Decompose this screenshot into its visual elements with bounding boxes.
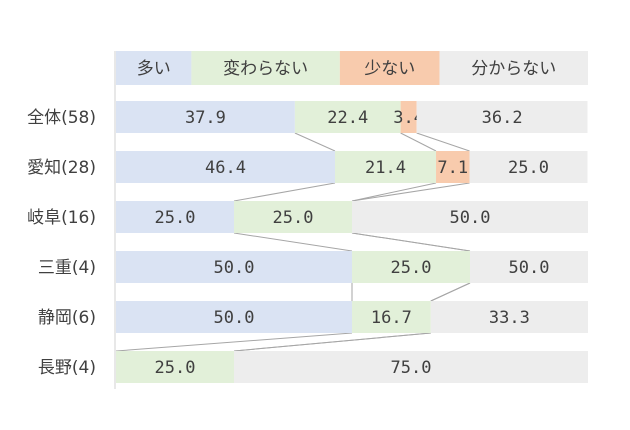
bar-segment — [234, 351, 588, 383]
category-label: 三重(4) — [38, 258, 96, 278]
bar-segment — [116, 101, 295, 133]
series-line — [416, 132, 470, 152]
data-label: 50.0 — [450, 208, 491, 228]
data-label: 22.4 — [327, 108, 368, 128]
bar-segment — [400, 101, 417, 133]
legend-label-1: 変わらない — [223, 59, 308, 79]
series-line — [233, 332, 431, 352]
series-line — [430, 282, 471, 302]
bar-segment — [352, 201, 588, 233]
series-line — [400, 132, 437, 152]
category-label: 愛知(28) — [27, 158, 96, 178]
category-label: 長野(4) — [38, 358, 96, 378]
category-axis: 全体(58) 愛知(28) 岐阜(16) 三重(4) 静岡(6) 長野(4) — [27, 51, 116, 389]
data-label: 36.2 — [482, 108, 523, 128]
series-line — [294, 132, 336, 152]
legend-swatch-0 — [116, 51, 192, 85]
data-label: 25.0 — [391, 258, 432, 278]
data-label: 33.3 — [489, 308, 530, 328]
bar-segment — [416, 101, 588, 133]
legend-label-3: 分からない — [471, 59, 556, 79]
data-label: 3.4 — [393, 108, 424, 128]
bar-segment — [116, 201, 234, 233]
series-lines — [115, 132, 471, 352]
data-label: 25.0 — [155, 208, 196, 228]
series-line — [115, 332, 353, 352]
bar-segment — [470, 251, 588, 283]
bars: 37.9 22.4 3.4 36.2 46.4 21.4 7.1 25.0 25.0 25.0 50… — [116, 101, 588, 383]
data-label: 50.0 — [509, 258, 550, 278]
category-label: 静岡(6) — [38, 308, 96, 328]
legend-swatch-3 — [439, 51, 588, 85]
bar-segment — [116, 301, 352, 333]
series-line — [351, 232, 471, 252]
legend: 多い 変わらない 少ない 分からない — [116, 51, 588, 85]
data-label: 75.0 — [391, 358, 432, 378]
series-line — [351, 182, 437, 202]
bar-segment — [116, 351, 234, 383]
bar-segment — [352, 301, 431, 333]
bar-segment — [469, 151, 588, 183]
data-label: 7.1 — [437, 158, 468, 178]
data-label: 37.9 — [185, 108, 226, 128]
data-label: 25.0 — [273, 208, 314, 228]
series-line — [233, 232, 353, 252]
data-label: 46.4 — [205, 158, 246, 178]
bar-segment — [116, 251, 352, 283]
data-label: 16.7 — [371, 308, 412, 328]
data-label: 25.0 — [508, 158, 549, 178]
legend-label-0: 多い — [137, 59, 171, 79]
legend-label-2: 少ない — [364, 59, 415, 79]
data-label: 50.0 — [214, 258, 255, 278]
data-label: 25.0 — [155, 358, 196, 378]
bar-segment — [436, 151, 470, 183]
category-label: 岐阜(16) — [27, 208, 96, 228]
legend-swatch-1 — [191, 51, 340, 85]
series-line — [351, 182, 470, 202]
bar-segment — [352, 251, 470, 283]
category-label: 全体(58) — [27, 108, 96, 128]
legend-swatch-2 — [339, 51, 440, 85]
data-label: 50.0 — [214, 308, 255, 328]
bar-segment — [116, 151, 336, 183]
bar-segment — [234, 201, 352, 233]
bar-segment — [430, 301, 588, 333]
data-label: 21.4 — [365, 158, 406, 178]
bar-segment — [335, 151, 437, 183]
bar-segment — [294, 101, 401, 133]
series-line — [233, 182, 336, 202]
